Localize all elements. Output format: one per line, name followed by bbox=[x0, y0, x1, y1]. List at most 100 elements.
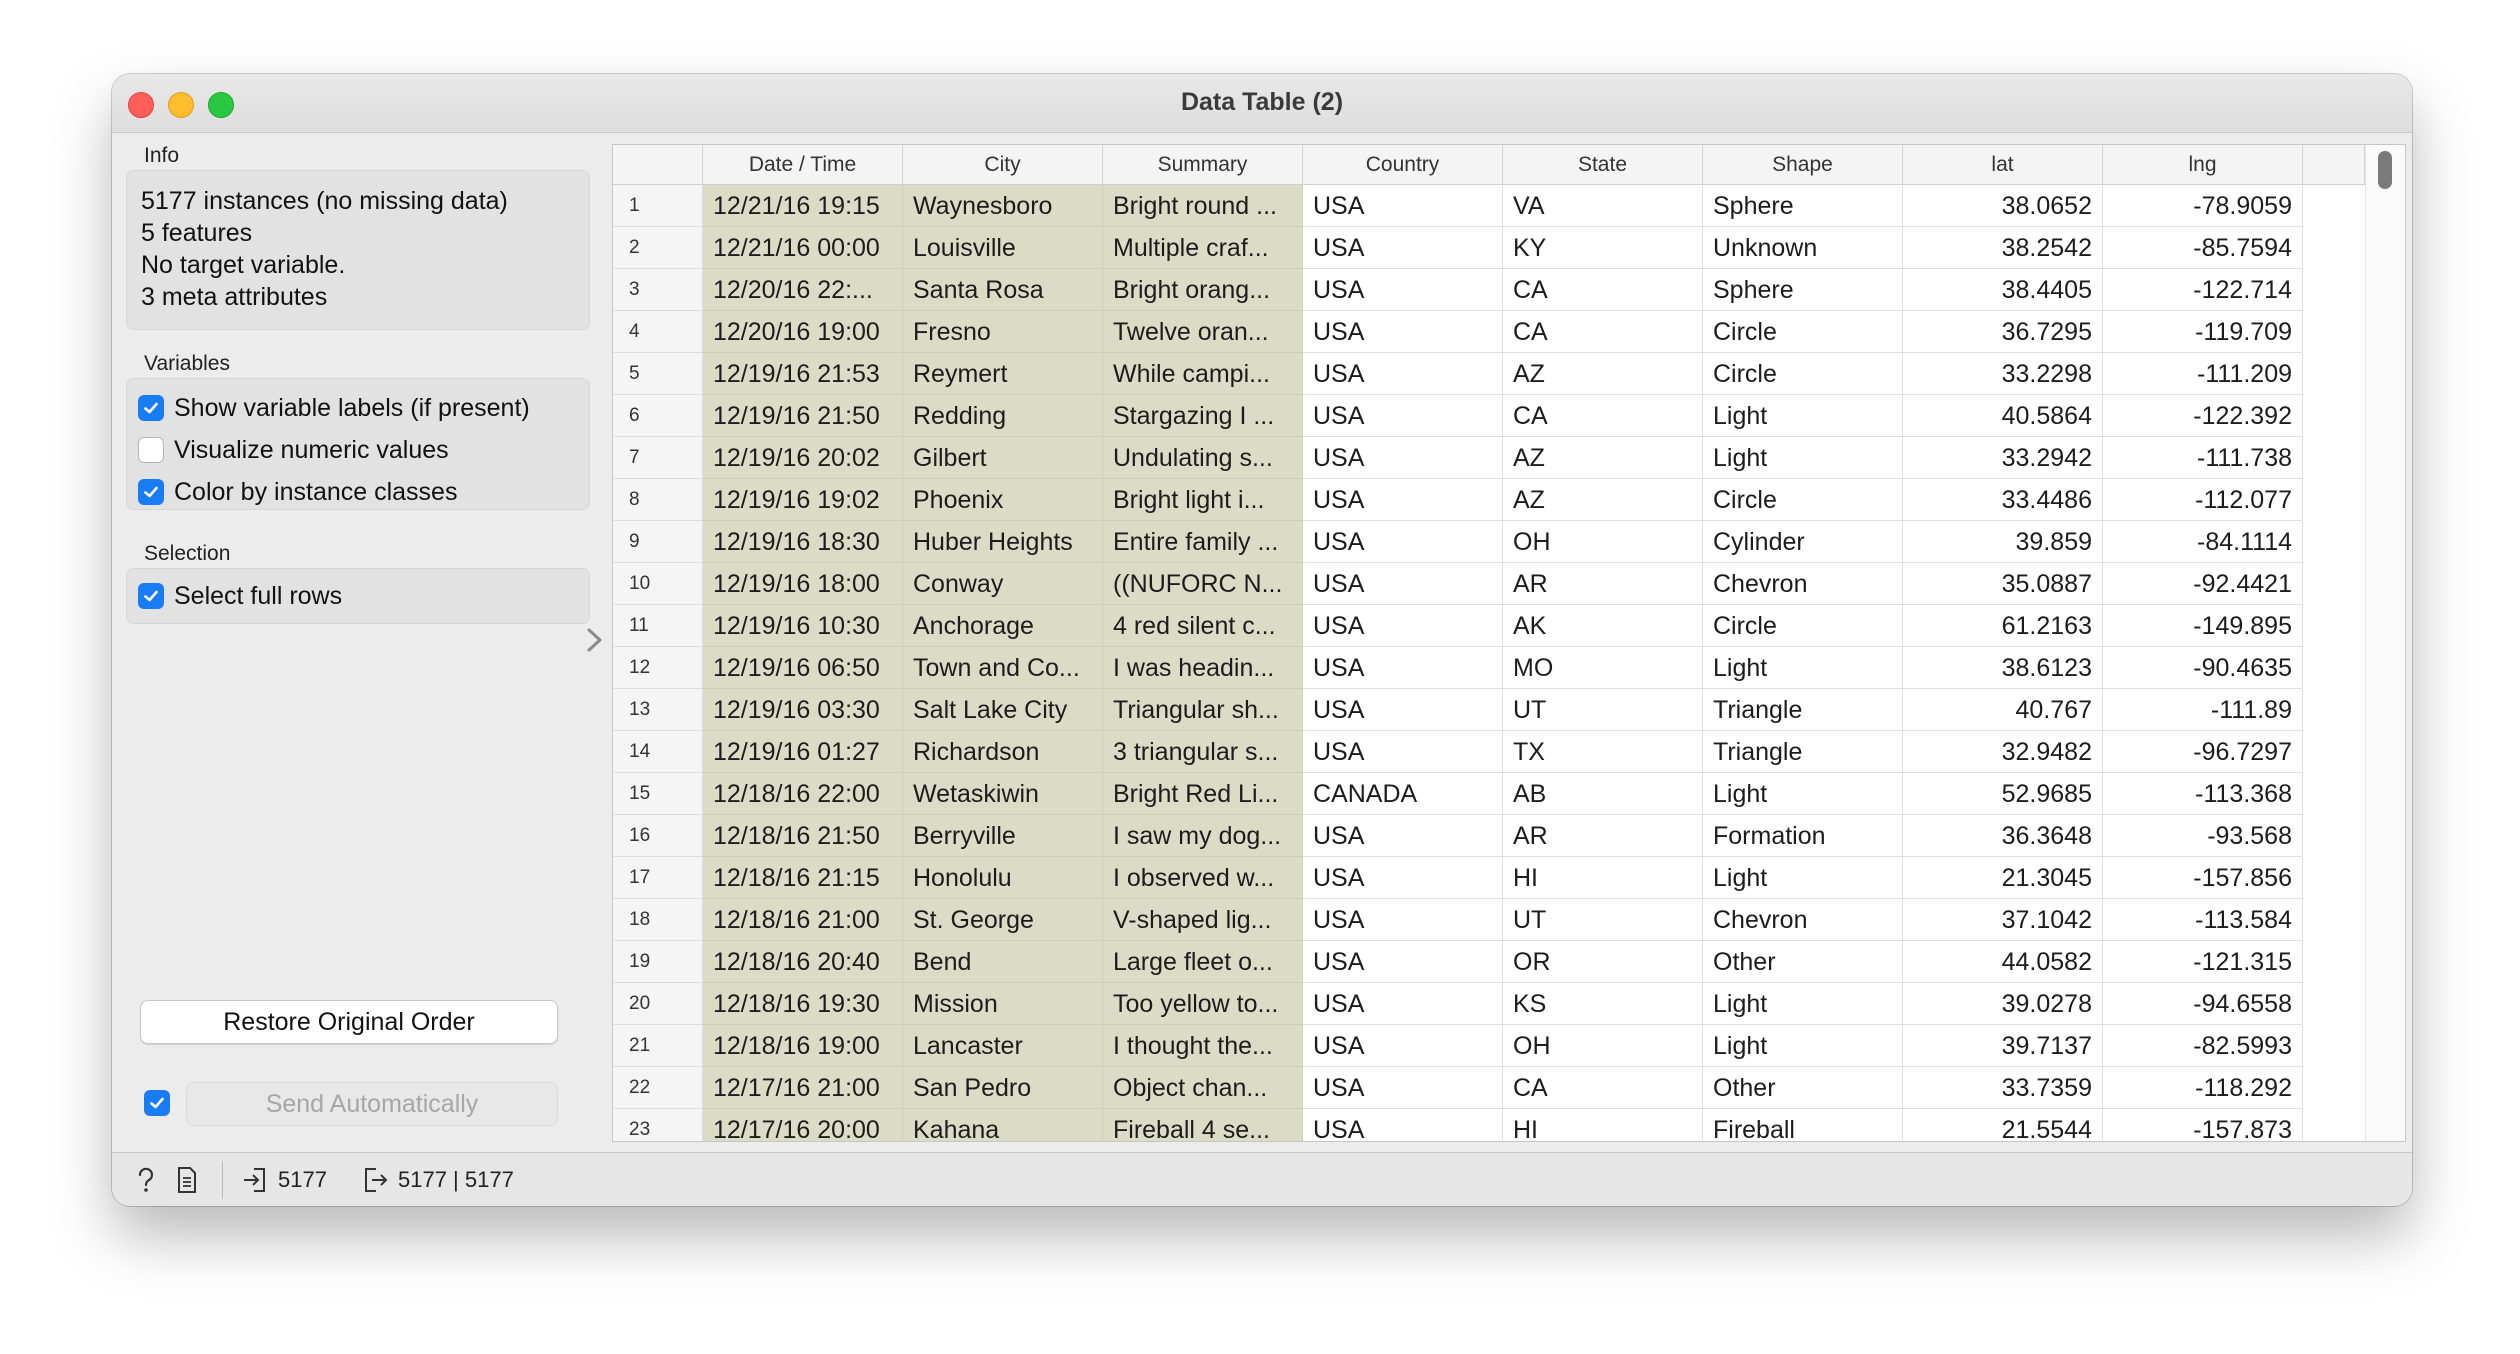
row-index[interactable]: 12 bbox=[613, 647, 703, 689]
table-row[interactable]: 19 12/18/16 20:40 Bend Large fleet o... USA O… bbox=[613, 941, 2353, 983]
cell-summary[interactable]: Bright light i... bbox=[1103, 479, 1303, 521]
cell-city[interactable]: Gilbert bbox=[903, 437, 1103, 479]
cell-shape[interactable]: Sphere bbox=[1703, 269, 1903, 311]
cell-city[interactable]: Berryville bbox=[903, 815, 1103, 857]
cell-datetime[interactable]: 12/21/16 00:00 bbox=[703, 227, 903, 269]
cell-shape[interactable]: Light bbox=[1703, 395, 1903, 437]
cell-summary[interactable]: ((NUFORC N... bbox=[1103, 563, 1303, 605]
color-by-class-option[interactable]: Color by instance classes bbox=[138, 474, 457, 510]
cell-country[interactable]: USA bbox=[1303, 857, 1503, 899]
cell-city[interactable]: Salt Lake City bbox=[903, 689, 1103, 731]
cell-country[interactable]: USA bbox=[1303, 395, 1503, 437]
table-row[interactable]: 15 12/18/16 22:00 Wetaskiwin Bright Red Li.… bbox=[613, 773, 2353, 815]
cell-summary[interactable]: Fireball 4 se... bbox=[1103, 1109, 1303, 1141]
cell-lat[interactable]: 38.0652 bbox=[1903, 185, 2103, 227]
cell-city[interactable]: Richardson bbox=[903, 731, 1103, 773]
scrollbar-thumb[interactable] bbox=[2378, 151, 2392, 189]
cell-summary[interactable]: 4 red silent c... bbox=[1103, 605, 1303, 647]
cell-country[interactable]: USA bbox=[1303, 1025, 1503, 1067]
cell-shape[interactable]: Light bbox=[1703, 857, 1903, 899]
table-row[interactable]: 3 12/20/16 22:... Santa Rosa Bright orang..… bbox=[613, 269, 2353, 311]
cell-city[interactable]: Lancaster bbox=[903, 1025, 1103, 1067]
cell-datetime[interactable]: 12/19/16 18:00 bbox=[703, 563, 903, 605]
table-row[interactable]: 5 12/19/16 21:53 Reymert While campi... USA A… bbox=[613, 353, 2353, 395]
cell-state[interactable]: AZ bbox=[1503, 437, 1703, 479]
cell-shape[interactable]: Other bbox=[1703, 1067, 1903, 1109]
row-index[interactable]: 1 bbox=[613, 185, 703, 227]
cell-lng[interactable]: -96.7297 bbox=[2103, 731, 2303, 773]
table-row[interactable]: 21 12/18/16 19:00 Lancaster I thought the..… bbox=[613, 1025, 2353, 1067]
cell-lat[interactable]: 39.859 bbox=[1903, 521, 2103, 563]
cell-lng[interactable]: -84.1114 bbox=[2103, 521, 2303, 563]
row-index[interactable]: 6 bbox=[613, 395, 703, 437]
cell-lng[interactable]: -112.077 bbox=[2103, 479, 2303, 521]
cell-datetime[interactable]: 12/18/16 19:00 bbox=[703, 1025, 903, 1067]
auto-send-checkbox[interactable] bbox=[144, 1090, 170, 1116]
table-row[interactable]: 13 12/19/16 03:30 Salt Lake City Triangular… bbox=[613, 689, 2353, 731]
cell-city[interactable]: St. George bbox=[903, 899, 1103, 941]
cell-state[interactable]: CA bbox=[1503, 269, 1703, 311]
cell-state[interactable]: OH bbox=[1503, 1025, 1703, 1067]
table-row[interactable]: 20 12/18/16 19:30 Mission Too yellow to... U… bbox=[613, 983, 2353, 1025]
column-header-lng[interactable]: lng bbox=[2103, 145, 2303, 185]
cell-state[interactable]: AZ bbox=[1503, 353, 1703, 395]
column-header-shape[interactable]: Shape bbox=[1703, 145, 1903, 185]
cell-lat[interactable]: 21.5544 bbox=[1903, 1109, 2103, 1141]
row-index[interactable]: 8 bbox=[613, 479, 703, 521]
table-row[interactable]: 6 12/19/16 21:50 Redding Stargazing I ... US… bbox=[613, 395, 2353, 437]
input-summary[interactable]: 5177 bbox=[240, 1165, 327, 1195]
cell-lat[interactable]: 37.1042 bbox=[1903, 899, 2103, 941]
cell-country[interactable]: USA bbox=[1303, 815, 1503, 857]
cell-city[interactable]: Reymert bbox=[903, 353, 1103, 395]
cell-country[interactable]: USA bbox=[1303, 563, 1503, 605]
cell-datetime[interactable]: 12/19/16 18:30 bbox=[703, 521, 903, 563]
cell-summary[interactable]: While campi... bbox=[1103, 353, 1303, 395]
cell-shape[interactable]: Light bbox=[1703, 647, 1903, 689]
column-header-city[interactable]: City bbox=[903, 145, 1103, 185]
column-header-summary[interactable]: Summary bbox=[1103, 145, 1303, 185]
cell-country[interactable]: USA bbox=[1303, 479, 1503, 521]
select-full-rows-checkbox[interactable] bbox=[138, 583, 164, 609]
cell-country[interactable]: USA bbox=[1303, 1067, 1503, 1109]
cell-lng[interactable]: -78.9059 bbox=[2103, 185, 2303, 227]
data-table[interactable]: Date / Time City Summary Country State S… bbox=[612, 144, 2406, 1142]
row-index[interactable]: 13 bbox=[613, 689, 703, 731]
cell-lat[interactable]: 40.5864 bbox=[1903, 395, 2103, 437]
restore-original-order-button[interactable]: Restore Original Order bbox=[140, 1000, 558, 1044]
cell-lng[interactable]: -92.4421 bbox=[2103, 563, 2303, 605]
table-row[interactable]: 8 12/19/16 19:02 Phoenix Bright light i... U… bbox=[613, 479, 2353, 521]
table-row[interactable]: 12 12/19/16 06:50 Town and Co... I was head… bbox=[613, 647, 2353, 689]
cell-lat[interactable]: 33.2942 bbox=[1903, 437, 2103, 479]
cell-city[interactable]: Phoenix bbox=[903, 479, 1103, 521]
cell-shape[interactable]: Chevron bbox=[1703, 563, 1903, 605]
cell-summary[interactable]: Twelve oran... bbox=[1103, 311, 1303, 353]
column-header-lat[interactable]: lat bbox=[1903, 145, 2103, 185]
cell-country[interactable]: USA bbox=[1303, 731, 1503, 773]
cell-city[interactable]: Bend bbox=[903, 941, 1103, 983]
cell-state[interactable]: MO bbox=[1503, 647, 1703, 689]
cell-lng[interactable]: -93.568 bbox=[2103, 815, 2303, 857]
cell-shape[interactable]: Circle bbox=[1703, 353, 1903, 395]
cell-lng[interactable]: -94.6558 bbox=[2103, 983, 2303, 1025]
row-index[interactable]: 19 bbox=[613, 941, 703, 983]
cell-city[interactable]: Santa Rosa bbox=[903, 269, 1103, 311]
cell-datetime[interactable]: 12/17/16 21:00 bbox=[703, 1067, 903, 1109]
cell-shape[interactable]: Light bbox=[1703, 437, 1903, 479]
cell-lat[interactable]: 33.4486 bbox=[1903, 479, 2103, 521]
cell-shape[interactable]: Triangle bbox=[1703, 731, 1903, 773]
cell-shape[interactable]: Triangle bbox=[1703, 689, 1903, 731]
row-index-header[interactable] bbox=[613, 145, 703, 185]
output-summary[interactable]: 5177 | 5177 bbox=[360, 1165, 514, 1195]
row-index[interactable]: 16 bbox=[613, 815, 703, 857]
cell-lng[interactable]: -111.738 bbox=[2103, 437, 2303, 479]
table-row[interactable]: 23 12/17/16 20:00 Kahana Fireball 4 se... US… bbox=[613, 1109, 2353, 1141]
row-index[interactable]: 21 bbox=[613, 1025, 703, 1067]
table-row[interactable]: 16 12/18/16 21:50 Berryville I saw my dog..… bbox=[613, 815, 2353, 857]
cell-datetime[interactable]: 12/19/16 21:53 bbox=[703, 353, 903, 395]
cell-lng[interactable]: -122.714 bbox=[2103, 269, 2303, 311]
cell-country[interactable]: USA bbox=[1303, 605, 1503, 647]
cell-city[interactable]: San Pedro bbox=[903, 1067, 1103, 1109]
show-variable-labels-checkbox[interactable] bbox=[138, 395, 164, 421]
cell-lng[interactable]: -149.895 bbox=[2103, 605, 2303, 647]
cell-country[interactable]: USA bbox=[1303, 185, 1503, 227]
